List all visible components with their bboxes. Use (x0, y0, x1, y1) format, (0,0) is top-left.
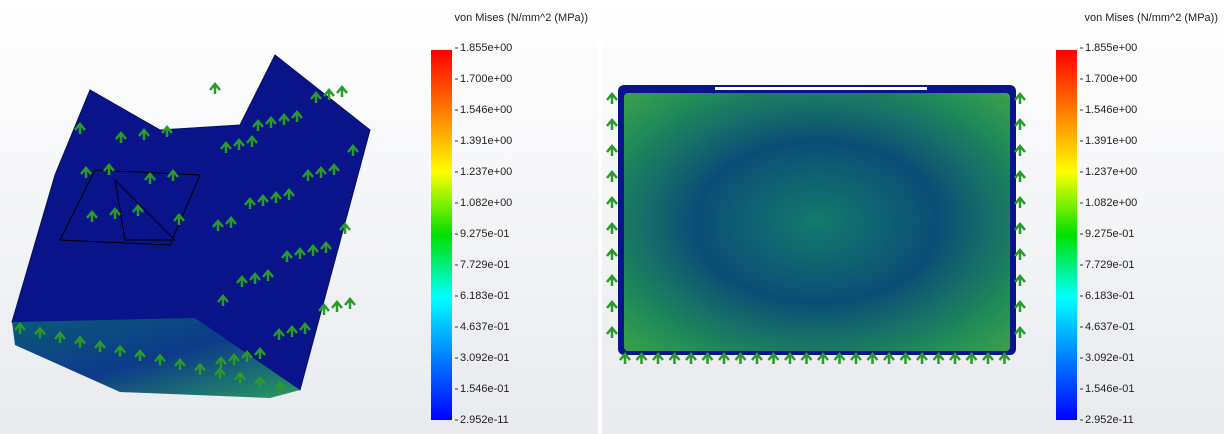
legend-label: 1.082e+00 (460, 197, 512, 209)
model-stress-face (624, 93, 1010, 351)
legend-label: 9.275e-01 (460, 228, 510, 240)
legend-label: 9.275e-01 (1085, 228, 1135, 240)
model-edge (715, 87, 927, 90)
legend-label: 4.637e-01 (460, 321, 510, 333)
legend-label: 1.546e+00 (460, 104, 512, 116)
legend-label: 2.952e-11 (1085, 414, 1134, 426)
legend-label: 1.546e-01 (460, 383, 510, 395)
legend-label: 1.700e+00 (460, 73, 512, 85)
legend-label: 1.546e+00 (1085, 104, 1137, 116)
legend-label: 7.729e-01 (1085, 259, 1135, 271)
legend-label: 6.183e-01 (460, 290, 510, 302)
legend-title: von Mises (N/mm^2 (MPa)) (1084, 12, 1218, 24)
legend-label: 1.855e+00 (460, 42, 512, 54)
results-view: von Mises (N/mm^2 (MPa)) 1.855e+00 1.700e+… (0, 0, 1224, 434)
legend-label: 3.092e-01 (1085, 352, 1135, 364)
legend-label: 1.391e+00 (1085, 135, 1137, 147)
legend-label: 1.391e+00 (460, 135, 512, 147)
legend-label: 3.092e-01 (460, 352, 510, 364)
color-bar (431, 50, 452, 420)
legend-title: von Mises (N/mm^2 (MPa)) (454, 12, 588, 24)
legend-label: 1.237e+00 (460, 166, 512, 178)
legend-label: 7.729e-01 (460, 259, 510, 271)
legend-label: 1.237e+00 (1085, 166, 1137, 178)
legend-label: 2.952e-11 (460, 414, 509, 426)
legend-label: 1.700e+00 (1085, 73, 1137, 85)
legend-label: 4.637e-01 (1085, 321, 1135, 333)
screenshot: von Mises (N/mm^2 (MPa)) 1.855e+00 1.700e+… (0, 0, 1224, 434)
legend-label: 1.082e+00 (1085, 197, 1137, 209)
legend-label: 6.183e-01 (1085, 290, 1135, 302)
legend-label: 1.855e+00 (1085, 42, 1137, 54)
color-bar (1056, 50, 1077, 420)
legend-label: 1.546e-01 (1085, 383, 1135, 395)
